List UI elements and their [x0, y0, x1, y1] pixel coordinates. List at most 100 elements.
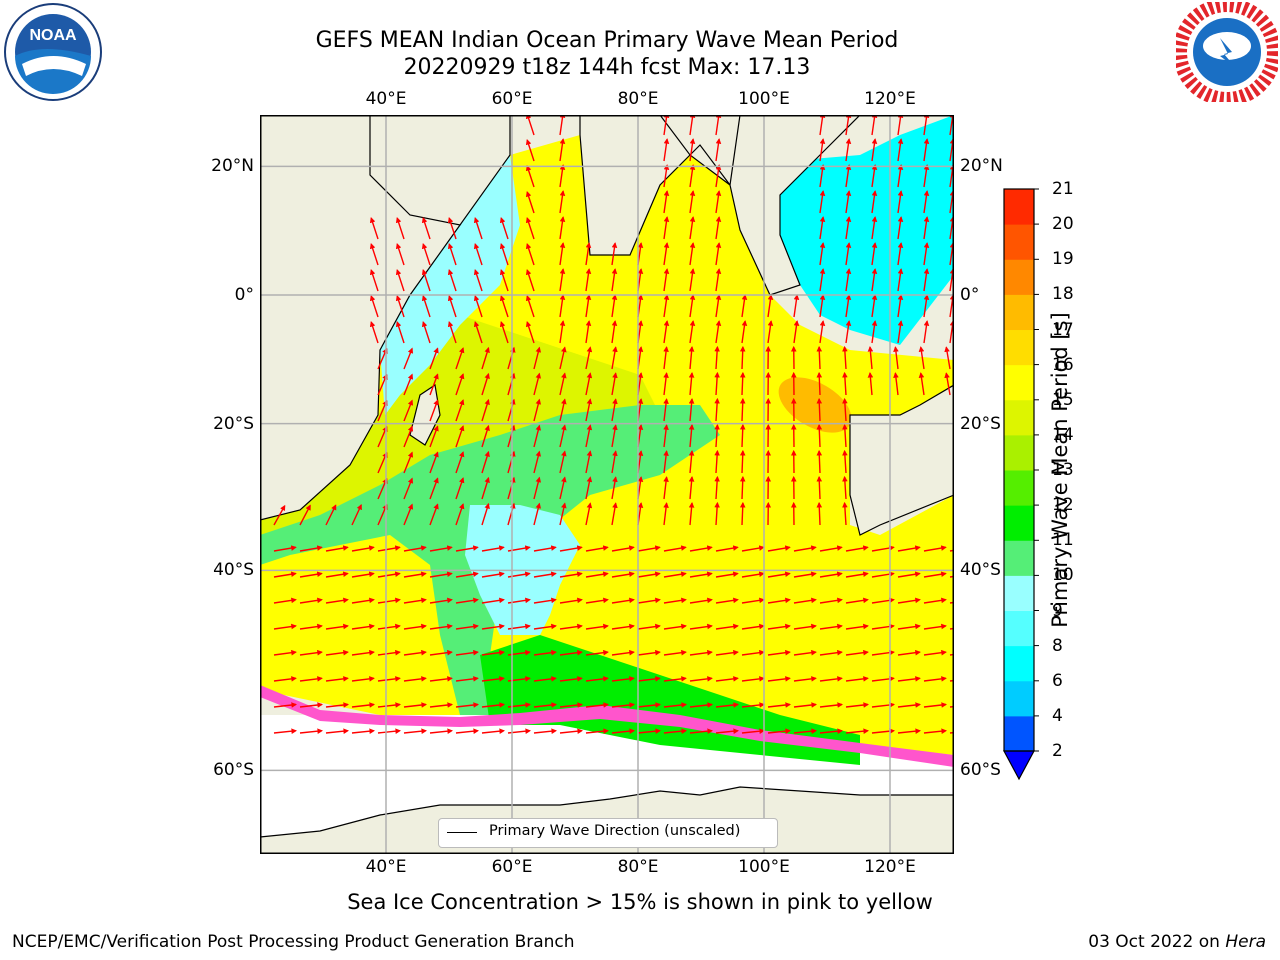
- wave-arrow: [369, 243, 379, 266]
- wave-arrow: [377, 676, 401, 682]
- lon-tick-label: 80°E: [617, 857, 659, 877]
- wave-arrow: [871, 320, 878, 344]
- wave-arrow: [429, 373, 439, 396]
- noaa-logo-icon: NOAA: [4, 3, 102, 101]
- wave-arrow: [897, 138, 904, 162]
- wave-arrow: [819, 320, 826, 344]
- wave-arrow: [533, 702, 558, 708]
- wave-arrow: [611, 450, 618, 474]
- wave-arrow: [447, 243, 457, 266]
- band-cyan-seasia: [780, 115, 954, 345]
- wave-arrow: [273, 597, 297, 604]
- wave-arrow: [455, 347, 465, 370]
- footer-credit: NCEP/EMC/Verification Post Processing Pr…: [12, 932, 575, 952]
- wave-arrow: [533, 424, 542, 448]
- colorbar-segment: [1004, 575, 1034, 612]
- wave-arrow: [533, 545, 557, 552]
- wave-arrow: [923, 138, 930, 162]
- wave-arrow: [897, 623, 921, 630]
- wave-arrow: [689, 320, 696, 344]
- wave-arrow: [273, 676, 297, 682]
- wave-arrow: [663, 320, 670, 344]
- lon-tick-label: 100°E: [738, 857, 790, 877]
- wave-arrow: [429, 728, 454, 734]
- wave-arrow: [403, 399, 414, 422]
- wave-arrow: [351, 728, 376, 734]
- wave-arrow: [325, 504, 337, 526]
- wave-arrow: [481, 623, 505, 630]
- wave-arrow: [585, 346, 593, 370]
- colorbar: [1002, 188, 1039, 781]
- wave-arrow: [611, 476, 618, 500]
- lat-tick-label: 20°N: [211, 156, 254, 177]
- wave-arrow: [585, 320, 592, 344]
- wave-arrow: [325, 623, 349, 630]
- wave-arrow: [663, 728, 688, 734]
- wave-arrow: [663, 398, 669, 422]
- wave-arrow: [455, 545, 479, 552]
- wave-arrow: [525, 165, 535, 188]
- wave-arrow: [793, 676, 817, 682]
- wave-arrow: [351, 623, 375, 630]
- colorbar-tick-label: 15: [1052, 389, 1074, 410]
- band-cyan-africa: [380, 155, 520, 415]
- wave-arrow: [429, 451, 439, 474]
- wave-arrow: [714, 345, 720, 370]
- wave-arrow: [944, 372, 951, 396]
- wave-arrow: [663, 649, 687, 656]
- wave-arrow: [611, 268, 618, 292]
- wave-arrow: [299, 728, 324, 734]
- wave-arrow: [897, 320, 904, 344]
- wave-arrow: [473, 295, 483, 318]
- wave-arrow: [429, 676, 453, 682]
- wave-arrow: [819, 571, 843, 578]
- wave-arrow: [714, 449, 720, 474]
- wave-arrow: [585, 728, 610, 734]
- wave-arrow: [663, 242, 670, 266]
- wave-arrow: [611, 424, 618, 448]
- arabia-land: [369, 115, 511, 226]
- wave-arrow: [585, 398, 593, 422]
- wave-arrow: [893, 346, 899, 370]
- wave-arrow: [429, 399, 439, 422]
- wave-arrow: [611, 320, 618, 344]
- wave-arrow: [481, 398, 490, 422]
- colorbar-segment: [1004, 329, 1034, 366]
- wave-arrow: [845, 320, 852, 344]
- wave-arrow: [559, 164, 566, 188]
- wave-arrow: [739, 371, 746, 396]
- wave-arrow: [299, 597, 323, 604]
- wave-arrow: [739, 397, 746, 422]
- wave-arrow: [663, 115, 670, 136]
- wave-arrow: [403, 728, 428, 734]
- wave-arrow: [767, 597, 791, 604]
- wave-arrow: [923, 216, 930, 240]
- wave-arrow: [273, 649, 297, 656]
- wave-arrow: [403, 477, 414, 500]
- wave-arrow: [741, 597, 765, 604]
- wave-arrow: [897, 649, 921, 656]
- wave-arrow: [845, 728, 870, 734]
- wave-arrow: [816, 449, 823, 474]
- wave-arrow: [429, 503, 439, 526]
- wave-arrow: [663, 346, 669, 370]
- wave-arrow: [533, 476, 542, 500]
- wave-arrow: [845, 649, 869, 656]
- wave-arrow: [559, 450, 567, 474]
- colorbar-segment: [1004, 680, 1034, 717]
- colorbar-tick-label: 14: [1052, 424, 1074, 445]
- wave-arrow: [637, 649, 661, 656]
- wave-arrow: [377, 597, 401, 604]
- wave-arrow: [637, 571, 661, 578]
- wave-arrow: [819, 190, 826, 214]
- wave-arrow: [688, 501, 695, 526]
- wave-arrow: [585, 268, 592, 292]
- wave-arrow: [473, 243, 483, 266]
- wave-arrow: [585, 597, 609, 604]
- lat-tick-label: 60°S: [213, 760, 254, 781]
- wave-arrow: [819, 649, 843, 656]
- wave-arrow: [819, 242, 826, 266]
- wave-arrow: [473, 321, 483, 344]
- wave-arrow: [845, 571, 869, 578]
- wave-arrow: [897, 676, 921, 682]
